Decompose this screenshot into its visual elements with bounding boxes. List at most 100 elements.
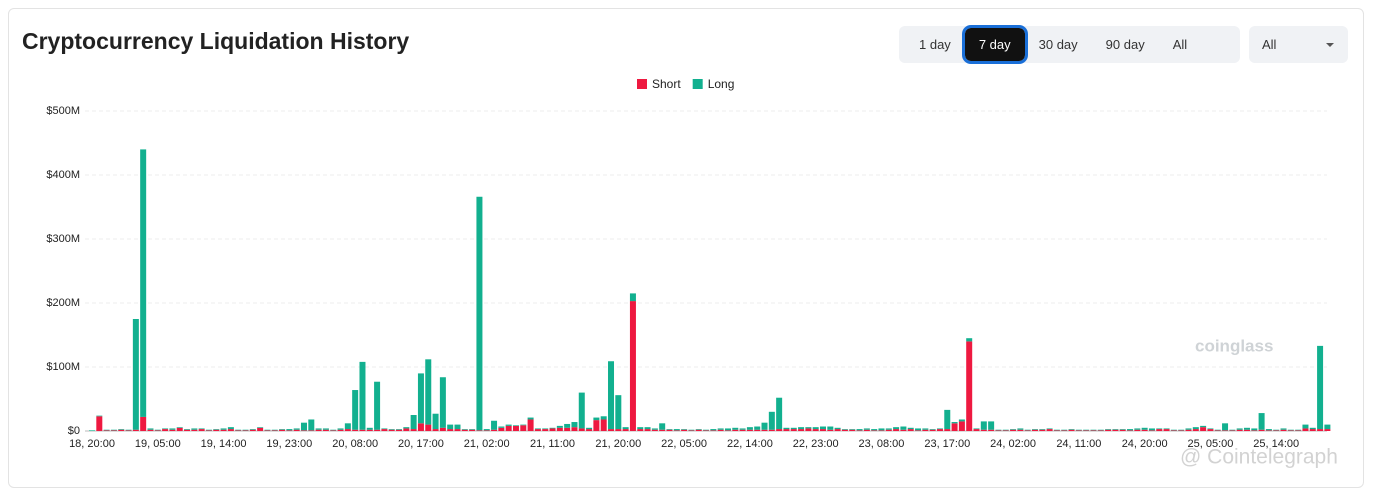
bar — [703, 430, 710, 431]
bar — [154, 429, 161, 431]
bar — [483, 430, 490, 431]
bar — [1083, 430, 1090, 431]
legend-swatch — [637, 79, 647, 89]
bar — [344, 429, 351, 431]
bar — [1243, 429, 1250, 431]
bar — [425, 359, 432, 425]
bar — [403, 427, 410, 429]
bar — [1010, 429, 1017, 431]
bar — [271, 429, 278, 431]
bar — [783, 427, 790, 430]
bar — [659, 423, 666, 430]
bar — [1273, 430, 1280, 431]
bar — [534, 428, 541, 430]
x-tick-label: 22, 14:00 — [727, 438, 773, 450]
bar — [549, 428, 556, 431]
bar — [461, 429, 468, 431]
bar — [432, 429, 439, 431]
bar — [1178, 429, 1185, 431]
bar — [995, 429, 1002, 431]
bar — [915, 428, 922, 431]
bar — [1010, 429, 1017, 430]
bar — [1046, 429, 1053, 431]
bar — [235, 430, 242, 431]
bar — [454, 429, 461, 431]
bar — [125, 430, 132, 431]
range-button[interactable]: 30 day — [1038, 37, 1078, 52]
bar — [257, 427, 264, 428]
bar — [1031, 429, 1038, 430]
range-button[interactable]: 90 day — [1105, 37, 1145, 52]
bar — [352, 429, 359, 431]
bar — [1302, 428, 1309, 431]
bar — [1287, 429, 1294, 431]
bar — [695, 429, 702, 430]
bar — [600, 419, 607, 431]
bar — [1229, 429, 1236, 431]
bar — [768, 429, 775, 431]
bar — [556, 425, 563, 428]
bar — [841, 429, 848, 430]
bar — [300, 422, 307, 431]
range-button[interactable]: 1 day — [919, 37, 951, 52]
bar — [388, 429, 395, 430]
bar — [1053, 430, 1060, 431]
bar — [1229, 430, 1236, 431]
bar — [1163, 428, 1170, 430]
bar — [659, 429, 666, 431]
bar — [907, 427, 914, 430]
bar — [1127, 430, 1134, 431]
bar — [279, 429, 286, 431]
x-tick-label: 22, 23:00 — [793, 438, 839, 450]
range-button[interactable]: 7 day — [961, 25, 1028, 64]
bar — [308, 419, 315, 431]
range-button[interactable]: All — [1172, 37, 1188, 52]
bar — [593, 417, 600, 421]
bar — [863, 429, 870, 431]
bar — [1317, 345, 1324, 430]
bar — [512, 425, 519, 431]
bar — [293, 428, 300, 430]
bar — [944, 429, 951, 431]
bar — [439, 377, 446, 428]
bar — [724, 430, 731, 431]
bar — [893, 427, 900, 430]
dropdown[interactable]: All — [1249, 26, 1348, 63]
bar — [564, 423, 571, 428]
bar — [1207, 428, 1214, 430]
x-tick-label: 19, 14:00 — [201, 438, 247, 450]
bar — [1324, 429, 1331, 431]
watermark: @ Cointelegraph — [1180, 446, 1338, 469]
bar — [191, 429, 198, 431]
bar — [293, 429, 300, 431]
bar — [242, 429, 249, 431]
bar — [454, 424, 461, 430]
bar — [944, 409, 951, 430]
bar — [162, 429, 169, 431]
bar — [695, 429, 702, 431]
bar — [871, 429, 878, 431]
bar — [827, 426, 834, 430]
bar — [213, 429, 220, 431]
bar — [1083, 429, 1090, 431]
bar — [717, 429, 724, 431]
bar — [476, 196, 483, 431]
bar — [1039, 429, 1046, 430]
bar — [132, 319, 139, 430]
bar — [498, 426, 505, 428]
bar — [973, 429, 980, 431]
bar — [900, 426, 907, 430]
bar — [893, 429, 900, 431]
x-tick-label: 25, 05:00 — [1187, 438, 1233, 450]
bar — [922, 428, 929, 430]
bar — [352, 390, 359, 430]
bar — [1097, 430, 1104, 431]
bar — [1236, 429, 1243, 431]
bar — [542, 428, 549, 430]
bar — [110, 430, 117, 431]
bar — [264, 429, 271, 431]
bar — [1002, 430, 1009, 431]
bar — [1061, 430, 1068, 431]
bar — [154, 430, 161, 431]
